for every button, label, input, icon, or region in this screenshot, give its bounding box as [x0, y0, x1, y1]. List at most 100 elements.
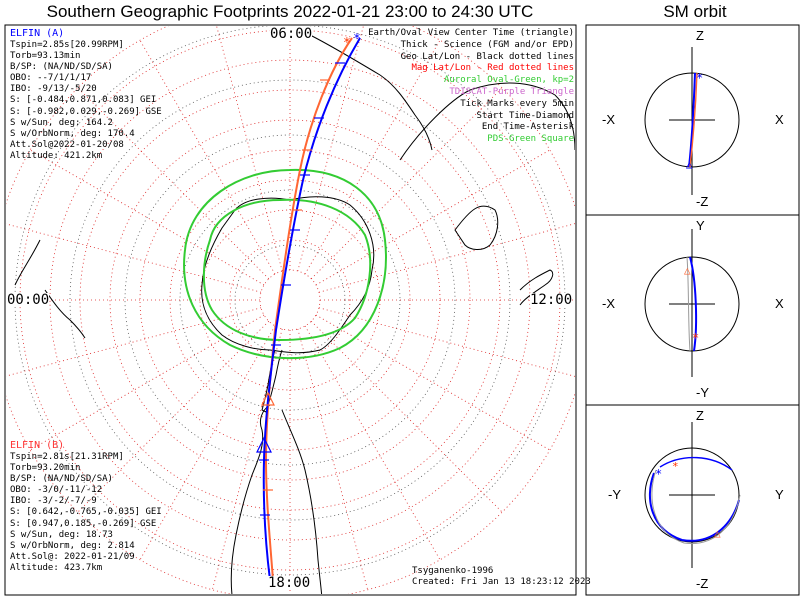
elfin-b-line-5: S: [0.642,-0.765,-0.035] GEI: [10, 507, 162, 518]
end-asterisk-b: *: [343, 36, 351, 51]
mag-spoke: [77, 87, 270, 280]
svg-text:*: *: [692, 331, 699, 345]
legend-item-5: TDISCAT-Purple Triangle: [449, 86, 574, 97]
legend-item-3: Mag Lat/Lon - Red dotted lines: [411, 63, 574, 74]
sm-xy-top-label: Y: [696, 218, 705, 233]
mag-spoke: [315, 314, 551, 451]
svg-text:△: △: [684, 264, 691, 277]
orbit-tracks: * *: [256, 32, 361, 581]
mag-spoke: [29, 314, 265, 451]
south-america-coast: [230, 404, 323, 594]
elfin-a-line-5: S: [-0.484,0.871,0.083] GEI: [10, 95, 157, 106]
mag-spoke: [6, 223, 262, 293]
legend-item-0: Earth/Oval View Center Time (triangle): [368, 28, 574, 38]
mag-spoke: [77, 320, 270, 513]
hour-label-left: 00:00: [7, 292, 50, 308]
sm-xy-right-label: X: [775, 296, 784, 311]
end-asterisk-a: *: [353, 32, 361, 47]
sm-xz-top-label: Z: [696, 28, 704, 43]
legend-item-6: Tick Marks every 5min: [460, 98, 574, 109]
sm-xy-plot: △ *: [644, 229, 740, 377]
svg-text:△: △: [686, 158, 693, 171]
coastlines: [14, 34, 575, 594]
elfin-b-center-triangle: [261, 391, 275, 406]
elfin-a-line-10: Altitude: 421.2km: [10, 150, 103, 161]
legend-item-4: Auroral Oval-Green, kp=2: [443, 75, 574, 86]
elfin-a-line-3: OBO: --7/1/1/17: [10, 73, 92, 84]
mag-spoke: [297, 26, 364, 272]
legend-item-8: End Time-Asterisk: [481, 122, 574, 133]
elfin-b-line-0: Tspin=2.81s[21.31RPM]: [10, 452, 124, 462]
sm-yz-right-label: Y: [775, 487, 784, 502]
elfin-a-info: ELFIN (A) Tspin=2.85s[20.99RPM] Torb=93.…: [10, 28, 162, 162]
mag-spoke: [297, 328, 369, 590]
elfin-a-line-8: S w/OrbNorm, deg: 170.4: [10, 128, 135, 139]
model-label: Tsyganenko-1996: [412, 566, 494, 576]
auroral-oval-outer: [183, 168, 387, 360]
svg-text:△: △: [714, 527, 721, 540]
mag-grid: [6, 26, 575, 594]
australia-coast: [399, 82, 575, 250]
elfin-b-line-8: S w/OrbNorm, deg: 2.814: [10, 540, 135, 551]
mag-spoke: [304, 325, 441, 561]
elfin-a-line-4: IBO: -9/13/-5/20: [10, 84, 97, 95]
elfin-b-info: ELFIN (B) Tspin=2.81s[21.31RPM] Torb=93.…: [10, 440, 162, 574]
africa-tip: [14, 239, 86, 339]
elfin-a-title: ELFIN (A): [10, 28, 65, 39]
elfin-b-line-7: S w/Sun, deg: 18.73: [10, 529, 113, 540]
map-legend: Earth/Oval View Center Time (triangle) T…: [368, 28, 574, 146]
sm-orbit-svg: * △ △ * * * △: [644, 47, 741, 568]
sm-yz-plot: * * △: [644, 422, 741, 568]
legend-item-7: Start Time-Diamond: [476, 110, 574, 121]
hour-label-bottom: 18:00: [268, 575, 311, 591]
mag-spoke: [318, 223, 575, 293]
mag-spoke: [310, 87, 503, 280]
elfin-b-line-6: S: [0.947,0.185,-0.269] GSE: [10, 518, 157, 529]
elfin-b-line-10: Altitude: 423.7km: [10, 562, 103, 573]
elfin-a-track: [262, 37, 361, 581]
legend-item-1: Thick - Science (FGM and/or EPD): [400, 39, 574, 50]
sm-xy-bottom-label: -Y: [696, 385, 709, 400]
mag-spoke: [310, 320, 503, 513]
antarctica-coast: [201, 196, 375, 354]
elfin-b-line-4: IBO: -3/-2/-7/-9: [10, 496, 97, 507]
sm-xy-left-label: -X: [602, 296, 615, 311]
auroral-oval: [183, 168, 387, 360]
created-label: Created: Fri Jan 13 18:23:12 2023: [412, 577, 591, 588]
mag-spoke: [216, 26, 283, 272]
hour-label-top: 06:00: [270, 26, 313, 42]
sm-xz-plot: * △: [644, 47, 740, 195]
auroral-oval-inner: [202, 198, 372, 342]
elfin-a-center-triangle: [256, 436, 272, 453]
sm-yz-bottom-label: -Z: [696, 576, 709, 591]
elfin-a-line-6: S: [-0.982,0.029,-0.269] GSE: [10, 106, 162, 117]
elfin-a-line-1: Torb=93.13min: [10, 51, 81, 62]
sm-yz-left-label: -Y: [608, 487, 621, 502]
mag-spoke: [139, 325, 276, 561]
elfin-a-line-7: S w/Sun, deg: 164.2: [10, 117, 113, 128]
sm-orbit-title: SM orbit: [663, 2, 727, 21]
elfin-b-line-1: Torb=93.20min: [10, 463, 81, 474]
elfin-b-line-9: Att.Sol@: 2022-01-21/09: [10, 551, 135, 562]
elfin-b-line-3: OBO: -3/0/-11/-12: [10, 485, 103, 496]
top-islands: [309, 34, 433, 151]
track-ticks: [259, 62, 345, 516]
svg-text:*: *: [655, 467, 662, 481]
map-clip-group: * *: [6, 26, 575, 594]
sm-yz-top-label: Z: [696, 408, 704, 423]
elfin-b-line-2: B/SP: (NA/ND/SD/SA): [10, 474, 113, 485]
elfin-a-line-0: Tspin=2.85s[20.99RPM]: [10, 40, 124, 50]
hour-label-right: 12:00: [530, 292, 573, 308]
elfin-b-title: ELFIN (B): [10, 440, 65, 451]
mag-spoke: [318, 307, 575, 377]
mag-spoke: [315, 149, 551, 286]
svg-text:*: *: [672, 460, 679, 473]
footer: Tsyganenko-1996 Created: Fri Jan 13 18:2…: [412, 566, 591, 588]
elfin-a-line-2: B/SP: (NA/ND/SD/SA): [10, 62, 113, 73]
elfin-a-line-9: Att.Sol@2022-01-20/08: [10, 139, 124, 150]
sm-xz-right-label: X: [775, 112, 784, 127]
mag-spoke: [6, 307, 262, 377]
svg-text:*: *: [696, 71, 703, 85]
sm-xz-left-label: -X: [602, 112, 615, 127]
